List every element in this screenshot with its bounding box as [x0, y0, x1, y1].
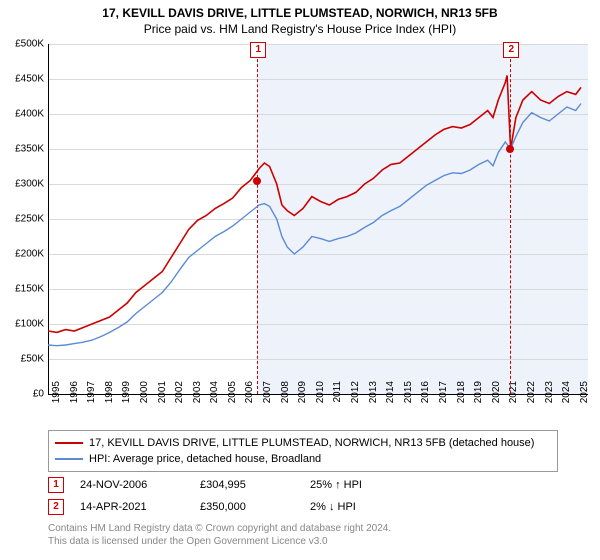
chart-container: 17, KEVILL DAVIS DRIVE, LITTLE PLUMSTEAD… — [0, 0, 600, 560]
y-tick-label: £100K — [4, 319, 44, 330]
transaction-delta: 2% ↓ HPI — [310, 501, 400, 513]
transaction-delta: 25% ↑ HPI — [310, 479, 400, 491]
legend-row: 17, KEVILL DAVIS DRIVE, LITTLE PLUMSTEAD… — [55, 435, 551, 451]
y-tick-label: £200K — [4, 249, 44, 260]
y-tick-label: £350K — [4, 144, 44, 155]
legend-swatch — [55, 442, 83, 444]
transaction-row: 1 24-NOV-2006 £304,995 25% ↑ HPI — [48, 474, 400, 496]
title-block: 17, KEVILL DAVIS DRIVE, LITTLE PLUMSTEAD… — [0, 0, 600, 36]
y-tick-label: £0 — [4, 389, 44, 400]
transaction-marker-box: 1 — [48, 477, 64, 493]
legend-label: 17, KEVILL DAVIS DRIVE, LITTLE PLUMSTEAD… — [89, 437, 534, 449]
chart-lines — [48, 44, 588, 394]
transactions-table: 1 24-NOV-2006 £304,995 25% ↑ HPI 2 14-AP… — [48, 474, 400, 518]
marker-box: 2 — [503, 42, 519, 58]
series-line-price_paid — [48, 76, 581, 333]
legend-label: HPI: Average price, detached house, Broa… — [89, 453, 321, 465]
y-tick-label: £300K — [4, 179, 44, 190]
x-axis-line — [48, 394, 588, 395]
license-line: This data is licensed under the Open Gov… — [48, 535, 391, 548]
y-tick-label: £50K — [4, 354, 44, 365]
legend: 17, KEVILL DAVIS DRIVE, LITTLE PLUMSTEAD… — [48, 430, 558, 472]
y-tick-label: £450K — [4, 74, 44, 85]
chart-area: £0£50K£100K£150K£200K£250K£300K£350K£400… — [48, 44, 588, 394]
y-tick-label: £500K — [4, 39, 44, 50]
title: 17, KEVILL DAVIS DRIVE, LITTLE PLUMSTEAD… — [0, 6, 600, 20]
transaction-price: £304,995 — [200, 479, 310, 491]
license-text: Contains HM Land Registry data © Crown c… — [48, 522, 391, 548]
marker-dot — [506, 145, 514, 153]
transaction-marker-box: 2 — [48, 499, 64, 515]
transaction-date: 24-NOV-2006 — [80, 479, 200, 491]
y-tick-label: £400K — [4, 109, 44, 120]
transaction-price: £350,000 — [200, 501, 310, 513]
license-line: Contains HM Land Registry data © Crown c… — [48, 522, 391, 535]
marker-box: 1 — [250, 42, 266, 58]
series-line-hpi — [48, 104, 581, 346]
legend-swatch — [55, 458, 83, 460]
marker-dot — [253, 177, 261, 185]
y-tick-label: £250K — [4, 214, 44, 225]
transaction-date: 14-APR-2021 — [80, 501, 200, 513]
legend-row: HPI: Average price, detached house, Broa… — [55, 451, 551, 467]
transaction-row: 2 14-APR-2021 £350,000 2% ↓ HPI — [48, 496, 400, 518]
subtitle: Price paid vs. HM Land Registry's House … — [0, 22, 600, 36]
y-tick-label: £150K — [4, 284, 44, 295]
